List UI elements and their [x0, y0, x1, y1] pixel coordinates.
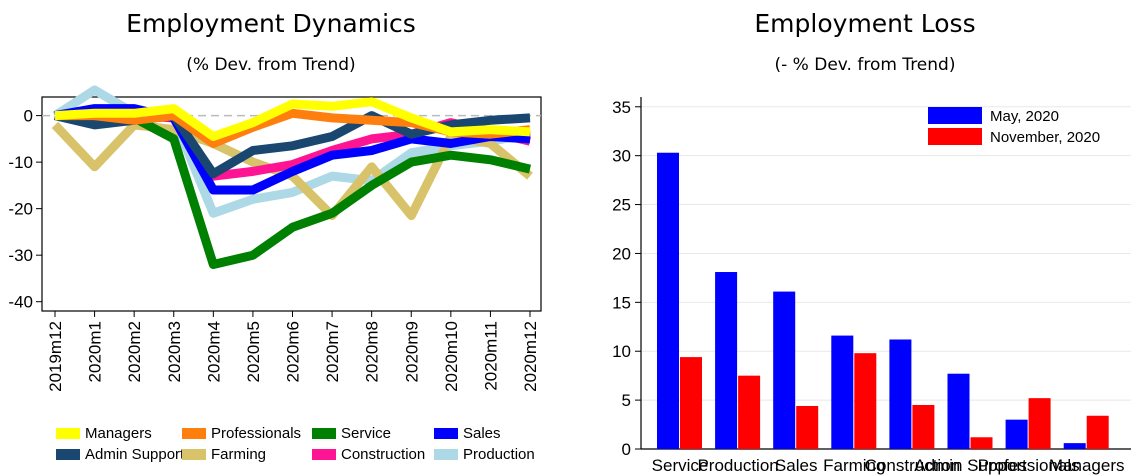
- y-tick-label: 30: [612, 147, 631, 166]
- bar-may-2020-sales: [773, 291, 796, 449]
- legend-label-admin-support: Admin Support: [85, 446, 185, 463]
- legend-swatch-managers: [56, 428, 80, 439]
- y-tick-label: 5: [622, 391, 631, 410]
- legend-swatch-november-2020: [928, 128, 982, 145]
- left-chart-title: Employment Dynamics: [126, 9, 416, 38]
- bar-may-2020-admin-support: [947, 373, 970, 449]
- y-tick-label: 10: [612, 342, 631, 361]
- bar-chart-legend: May, 2020 November, 2020: [928, 107, 1100, 146]
- line-chart-legend: Managers Professionals Service Sales Admin S…: [56, 425, 535, 463]
- bar-november-2020-sales: [796, 405, 819, 449]
- bar-may-2020-farming: [831, 335, 854, 449]
- x-category-label: Professionals: [978, 456, 1080, 475]
- bar-may-2020-managers: [1063, 443, 1086, 449]
- y-tick-label: -40: [8, 293, 33, 312]
- legend-swatch-production: [434, 449, 458, 460]
- legend-label-may-2020: May, 2020: [990, 108, 1059, 125]
- y-tick-label: 25: [612, 196, 631, 215]
- bar-may-2020-service: [657, 152, 679, 449]
- x-tick-label: 2020m10: [442, 321, 461, 392]
- y-tick-label: 0: [622, 440, 631, 459]
- bar-november-2020-admin-support: [970, 437, 993, 449]
- legend-swatch-construction: [312, 449, 336, 460]
- y-tick-label: 0: [24, 107, 33, 126]
- x-tick-label: 2020m5: [244, 321, 263, 382]
- series-line-sales: [54, 104, 531, 195]
- legend-label-service: Service: [341, 425, 391, 442]
- legend-swatch-farming: [182, 449, 206, 460]
- x-tick-label: 2020m9: [402, 321, 421, 382]
- x-tick-label: 2020m12: [521, 321, 540, 392]
- legend-label-farming: Farming: [211, 446, 266, 463]
- left-chart-subtitle: (% Dev. from Trend): [186, 55, 355, 75]
- bar-november-2020-managers: [1086, 415, 1109, 449]
- legend-label-managers: Managers: [85, 425, 152, 442]
- x-category-label: Service: [652, 456, 709, 475]
- legend-label-production: Production: [463, 446, 535, 463]
- bar-may-2020-professionals: [1005, 419, 1028, 449]
- x-tick-label: 2020m4: [204, 321, 223, 382]
- y-tick-label: 20: [612, 244, 631, 263]
- y-tick-label: 35: [612, 98, 631, 117]
- bar-may-2020-production: [715, 272, 738, 449]
- legend-label-sales: Sales: [463, 425, 501, 442]
- x-tick-label: 2020m8: [363, 321, 382, 382]
- bar-november-2020-professionals: [1028, 398, 1051, 449]
- bar-november-2020-farming: [854, 353, 877, 449]
- legend-swatch-admin-support: [56, 449, 80, 460]
- x-category-label: Admin Support: [914, 456, 1027, 475]
- legend-swatch-sales: [434, 428, 458, 439]
- bar-november-2020-construction: [912, 405, 935, 449]
- legend-swatch-service: [312, 428, 336, 439]
- x-category-label: Farming: [823, 456, 885, 475]
- x-tick-label: 2019m12: [46, 321, 65, 392]
- x-tick-label: 2020m7: [323, 321, 342, 382]
- right-chart-title: Employment Loss: [754, 9, 975, 38]
- legend-swatch-may-2020: [928, 107, 982, 124]
- legend-swatch-professionals: [182, 428, 206, 439]
- bar-november-2020-service: [680, 357, 702, 449]
- right-chart-subtitle: (- % Dev. from Trend): [775, 55, 956, 75]
- x-category-label: Construction: [865, 456, 960, 475]
- legend-label-construction: Construction: [341, 446, 425, 463]
- bar-november-2020-production: [738, 375, 761, 449]
- x-category-label: Managers: [1049, 456, 1125, 475]
- y-tick-label: -10: [8, 153, 33, 172]
- legend-label-professionals: Professionals: [211, 425, 301, 442]
- x-tick-label: 2020m2: [125, 321, 144, 382]
- y-tick-label: 15: [612, 293, 631, 312]
- x-tick-label: 2020m3: [165, 321, 184, 382]
- y-tick-label: -20: [8, 200, 33, 219]
- bar-may-2020-construction: [889, 339, 912, 449]
- x-tick-label: 2020m11: [481, 321, 500, 391]
- y-tick-label: -30: [8, 246, 33, 265]
- legend-label-november-2020: November, 2020: [990, 129, 1100, 146]
- x-tick-label: 2020m1: [86, 321, 105, 382]
- x-category-label: Sales: [775, 456, 818, 475]
- x-tick-label: 2020m6: [284, 321, 303, 382]
- x-category-label: Production: [697, 456, 778, 475]
- bar-plot-background: [641, 97, 1131, 449]
- line-chart-plot: 0 -10 -20 -30 -40 2019m12 2020m1 2020m2 2020m3 20…: [8, 85, 542, 392]
- series-line-managers: [54, 97, 531, 141]
